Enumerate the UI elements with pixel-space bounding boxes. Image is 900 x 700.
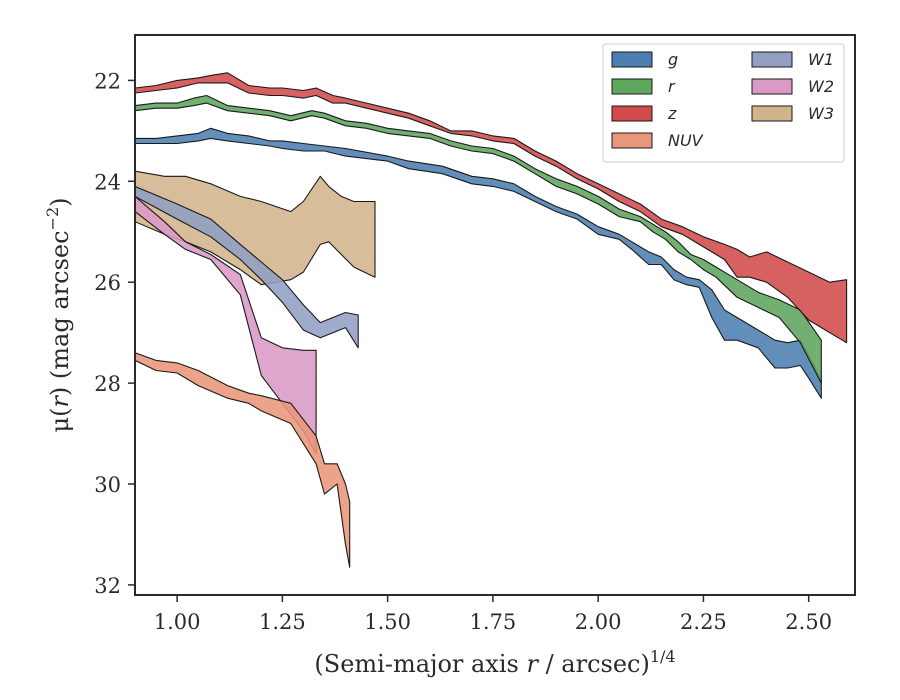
x-tick-label: 1.00: [154, 610, 201, 634]
legend-swatch-nuv: [611, 132, 653, 149]
y-tick-label: 24: [94, 170, 121, 194]
legend-swatch-r: [611, 78, 653, 95]
band-w3: [135, 170, 376, 286]
legend-swatch-z: [611, 105, 653, 122]
legend-swatch-g: [611, 51, 653, 68]
legend-label-g: g: [668, 50, 678, 69]
x-tick-label: 2.25: [680, 610, 727, 634]
band-r: [135, 94, 822, 384]
legend-label-w2: W2: [808, 77, 834, 96]
x-tick-label: 2.50: [785, 610, 832, 634]
x-tick-label: 1.50: [364, 610, 411, 634]
legend-label-z: z: [667, 104, 677, 123]
band-z: [135, 72, 848, 344]
x-axis: 1.00 1.25 1.50 1.75 2.00 2.25 2.50: [154, 595, 832, 634]
x-tick-label: 1.25: [259, 610, 306, 634]
band-w1: [135, 185, 359, 349]
legend-frame: [602, 43, 845, 163]
x-tick-label: 2.00: [575, 610, 622, 634]
legend: grz NUV W1 W2 W3: [602, 43, 845, 163]
y-tick-label: 28: [94, 372, 121, 396]
y-tick-label: 32: [94, 574, 121, 598]
band-g: [135, 127, 822, 399]
y-tick-label: 30: [94, 473, 121, 497]
legend-label-nuv: NUV: [668, 131, 704, 150]
y-tick-label: 22: [94, 69, 121, 93]
profile-bands: [135, 72, 848, 568]
legend-label-w3: W3: [808, 104, 834, 123]
x-tick-label: 1.75: [470, 610, 517, 634]
y-axis-title: μ(r) (mag arcsec−2): [43, 197, 74, 432]
plot-frame: [134, 34, 856, 596]
legend-swatch-w2: [751, 78, 793, 95]
y-tick-label: 26: [94, 271, 121, 295]
legend-swatch-w1: [751, 51, 793, 68]
band-nuv: [135, 352, 351, 568]
y-axis: 22 24 26 28 30 32: [94, 69, 135, 598]
legend-label-r: r: [668, 77, 676, 96]
legend-label-w1: W1: [808, 50, 834, 69]
x-axis-title: (Semi-major axis r / arcsec)1/4: [314, 647, 675, 678]
legend-swatch-w3: [751, 105, 793, 122]
